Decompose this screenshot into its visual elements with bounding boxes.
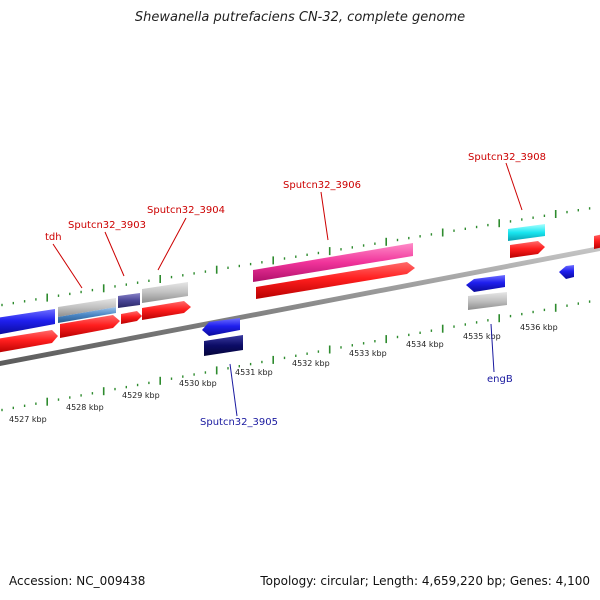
gene-arrow[interactable]: [466, 275, 505, 292]
gene-block[interactable]: [118, 293, 140, 308]
leader-line: [490, 323, 495, 373]
leader-line: [320, 191, 329, 241]
gene-arrow[interactable]: [256, 262, 415, 299]
gene-label-sputcn32-3906[interactable]: Sputcn32_3906: [283, 180, 361, 191]
gene-label-sputcn32-3904[interactable]: Sputcn32_3904: [147, 205, 225, 216]
gene-arrow[interactable]: [594, 234, 600, 249]
scale-label: 4529 kbp: [122, 391, 160, 400]
scale-label: 4528 kbp: [66, 403, 104, 412]
scale-label: 4532 kbp: [292, 359, 330, 368]
gene-arrow[interactable]: [60, 315, 120, 338]
scale-label: 4531 kbp: [235, 368, 273, 377]
gene-arrow[interactable]: [559, 265, 574, 279]
gene-label-engb[interactable]: engB: [487, 374, 513, 385]
gene-block[interactable]: [468, 292, 507, 310]
gene-arrow[interactable]: [0, 330, 58, 353]
scale-label: 4535 kbp: [463, 332, 501, 341]
accession-text: Accession: NC_009438: [9, 574, 146, 588]
genome-backbone: [0, 246, 600, 366]
leader-line: [505, 162, 523, 211]
scale-label: 4527 kbp: [9, 415, 47, 424]
gene-arrow[interactable]: [121, 311, 142, 324]
gene-block[interactable]: [0, 309, 55, 335]
leader-line: [157, 217, 187, 271]
gene-block[interactable]: [253, 243, 413, 282]
gene-label-tdh[interactable]: tdh: [45, 232, 62, 243]
gene-block[interactable]: [508, 224, 545, 241]
scale-label: 4534 kbp: [406, 340, 444, 349]
gene-label-sputcn32-3903[interactable]: Sputcn32_3903: [68, 220, 146, 231]
gene-arrow[interactable]: [202, 318, 240, 336]
gene-block[interactable]: [58, 298, 116, 317]
gene-arrow[interactable]: [510, 241, 545, 258]
gene-block[interactable]: [142, 282, 188, 303]
features-forward-arrows: [0, 234, 600, 353]
map-title: Shewanella putrefaciens CN-32, complete …: [134, 10, 466, 25]
genome-summary-text: Topology: circular; Length: 4,659,220 bp…: [260, 574, 590, 588]
gene-labels: tdh Sputcn32_3903 Sputcn32_3904 Sputcn32…: [45, 152, 546, 428]
gene-label-sputcn32-3908[interactable]: Sputcn32_3908: [468, 152, 546, 163]
gene-arrow[interactable]: [142, 301, 191, 320]
label-leaders: [52, 162, 523, 417]
scale-labels: 4527 kbp 4528 kbp 4529 kbp 4530 kbp 4531…: [9, 323, 558, 424]
leader-line: [52, 243, 83, 289]
leader-line: [104, 231, 125, 277]
gene-block[interactable]: [58, 307, 116, 323]
scale-label: 4536 kbp: [520, 323, 558, 332]
features-forward-colored: [0, 224, 545, 335]
gene-block[interactable]: [204, 335, 243, 356]
tick-row-bottom: [1, 300, 591, 412]
features-reverse: [202, 265, 574, 356]
scale-label: 4533 kbp: [349, 349, 387, 358]
tick-row-top: [1, 207, 591, 307]
leader-line: [229, 363, 238, 417]
gene-label-sputcn32-3905[interactable]: Sputcn32_3905: [200, 417, 278, 428]
scale-label: 4530 kbp: [179, 379, 217, 388]
